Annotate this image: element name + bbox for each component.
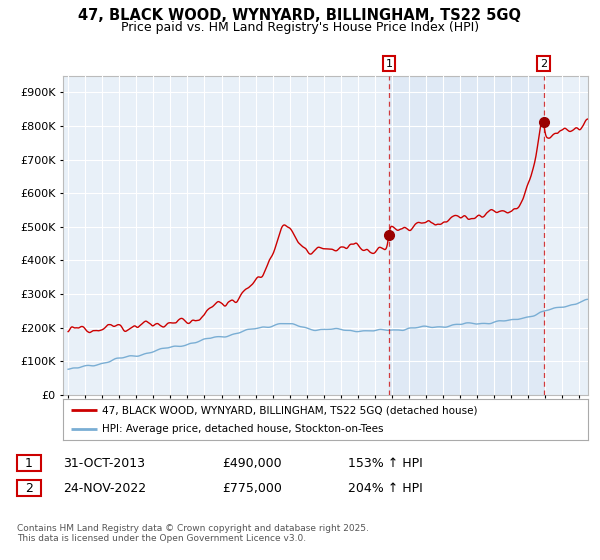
- Text: 31-OCT-2013: 31-OCT-2013: [63, 456, 145, 470]
- Text: 47, BLACK WOOD, WYNYARD, BILLINGHAM, TS22 5GQ (detached house): 47, BLACK WOOD, WYNYARD, BILLINGHAM, TS2…: [103, 405, 478, 415]
- Text: 204% ↑ HPI: 204% ↑ HPI: [348, 482, 423, 495]
- Text: £490,000: £490,000: [222, 456, 281, 470]
- Text: 1: 1: [25, 456, 33, 470]
- Text: 2: 2: [540, 59, 547, 69]
- Text: HPI: Average price, detached house, Stockton-on-Tees: HPI: Average price, detached house, Stoc…: [103, 424, 384, 433]
- Text: 24-NOV-2022: 24-NOV-2022: [63, 482, 146, 495]
- Text: 1: 1: [386, 59, 392, 69]
- Text: Contains HM Land Registry data © Crown copyright and database right 2025.
This d: Contains HM Land Registry data © Crown c…: [17, 524, 368, 543]
- Text: Price paid vs. HM Land Registry's House Price Index (HPI): Price paid vs. HM Land Registry's House …: [121, 21, 479, 34]
- Text: 2: 2: [25, 482, 33, 495]
- Text: 47, BLACK WOOD, WYNYARD, BILLINGHAM, TS22 5GQ: 47, BLACK WOOD, WYNYARD, BILLINGHAM, TS2…: [79, 8, 521, 24]
- Bar: [389, 76, 544, 395]
- Text: £775,000: £775,000: [222, 482, 282, 495]
- Text: 153% ↑ HPI: 153% ↑ HPI: [348, 456, 423, 470]
